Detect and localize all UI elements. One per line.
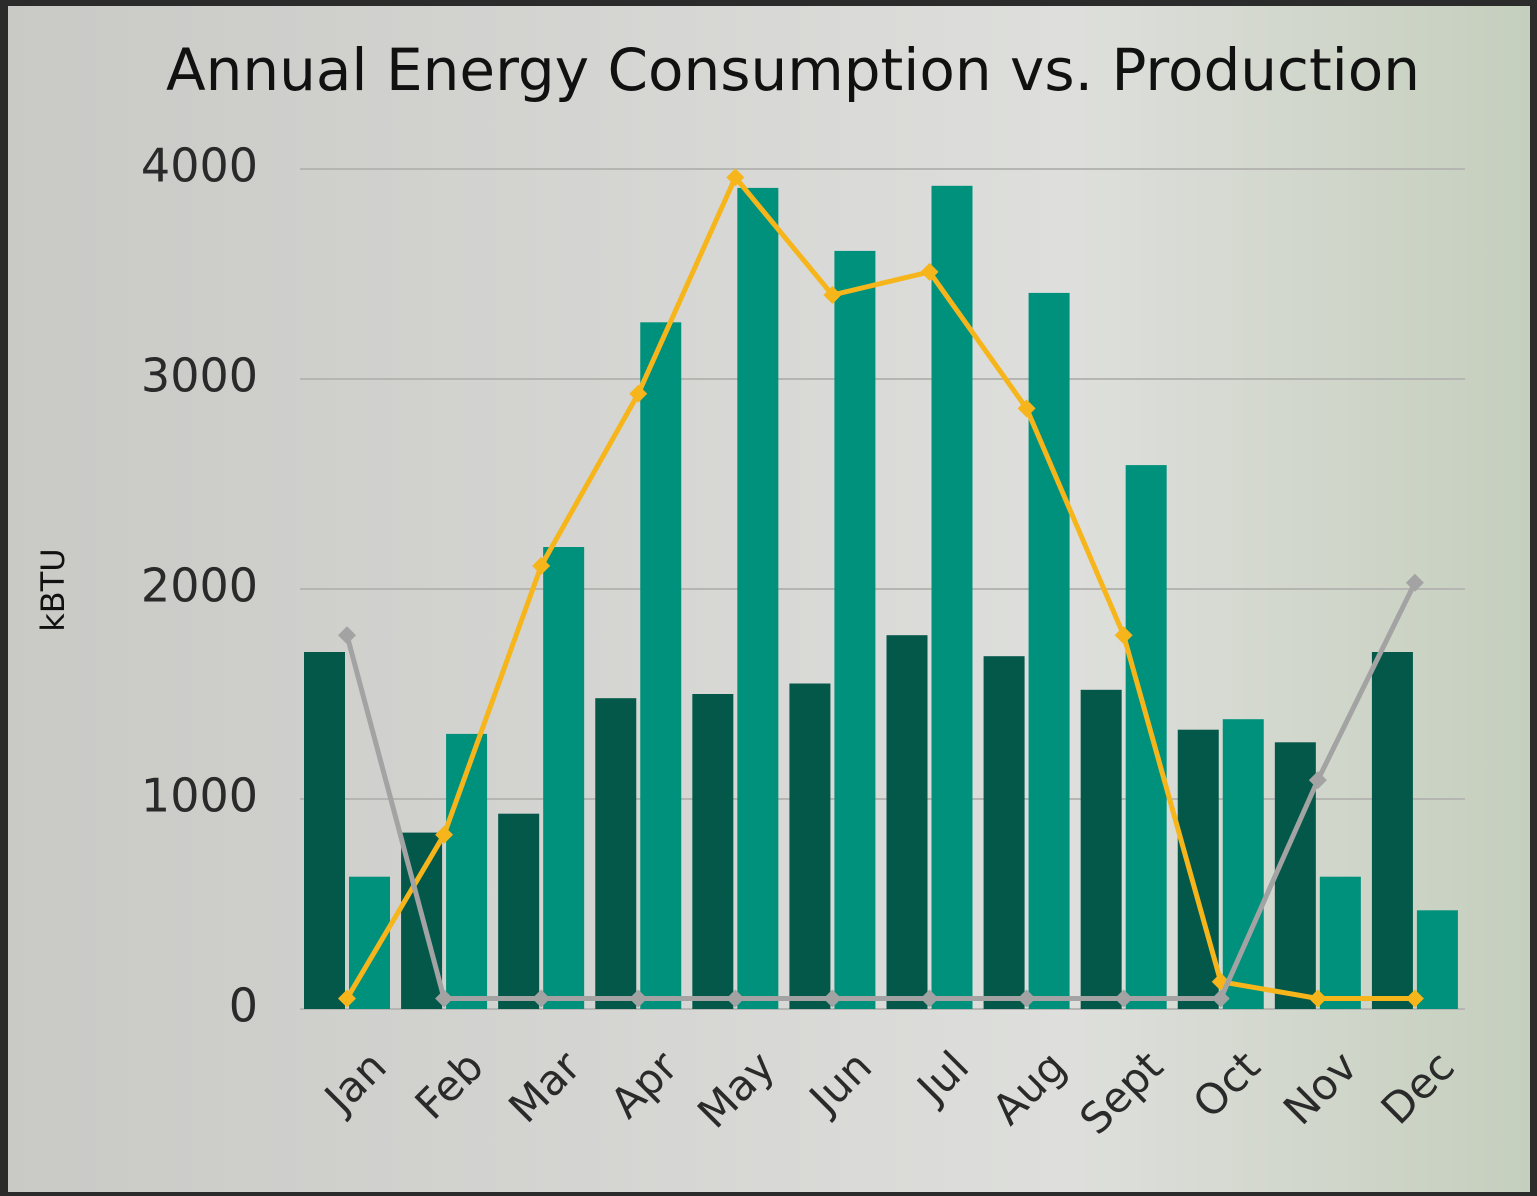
bar [1319,876,1361,1009]
y-tick-label: 4000 [141,139,258,193]
bar [1028,292,1070,1009]
y-tick-label: 0 [229,979,258,1033]
bar [834,250,876,1009]
marker [629,384,648,403]
y-axis-label: kBTU [34,548,72,631]
marker [1114,989,1133,1008]
bar [498,813,540,1009]
marker [726,989,745,1008]
marker [1017,399,1036,418]
marker [532,556,551,575]
marker [1308,771,1327,790]
marker [920,262,939,281]
marker [920,989,939,1008]
line [344,581,1418,1001]
marker [435,825,454,844]
bar [1080,689,1122,1009]
marker [338,626,356,645]
bar [1371,652,1413,1009]
bar [543,547,585,1009]
marker [1017,989,1036,1008]
bar [1274,742,1316,1009]
marker [823,286,842,304]
marker [1405,573,1424,592]
chart-title: Annual Energy Consumption vs. Production [166,36,1420,104]
line [344,174,1415,1001]
bar [595,698,637,1009]
bar [640,322,682,1009]
bar [304,652,345,1009]
marker [726,168,745,187]
bar [886,635,928,1009]
y-tick-label: 3000 [141,349,258,403]
marker [435,989,454,1008]
bar [789,683,831,1009]
marker [1114,626,1133,645]
marker [1211,989,1230,1008]
bar [1222,719,1264,1009]
y-tick-label: 1000 [141,769,258,823]
bar [692,694,734,1009]
marker [1308,989,1327,1008]
marker [338,989,356,1008]
bar [1177,729,1219,1009]
bar [1416,910,1458,1009]
bar [931,185,973,1010]
marker [532,989,551,1008]
bar [737,187,779,1009]
marker [823,989,842,1008]
marker [1405,989,1424,1008]
bar [1125,465,1167,1010]
bar [983,656,1025,1009]
marker [629,989,648,1008]
y-tick-label: 2000 [141,559,258,613]
